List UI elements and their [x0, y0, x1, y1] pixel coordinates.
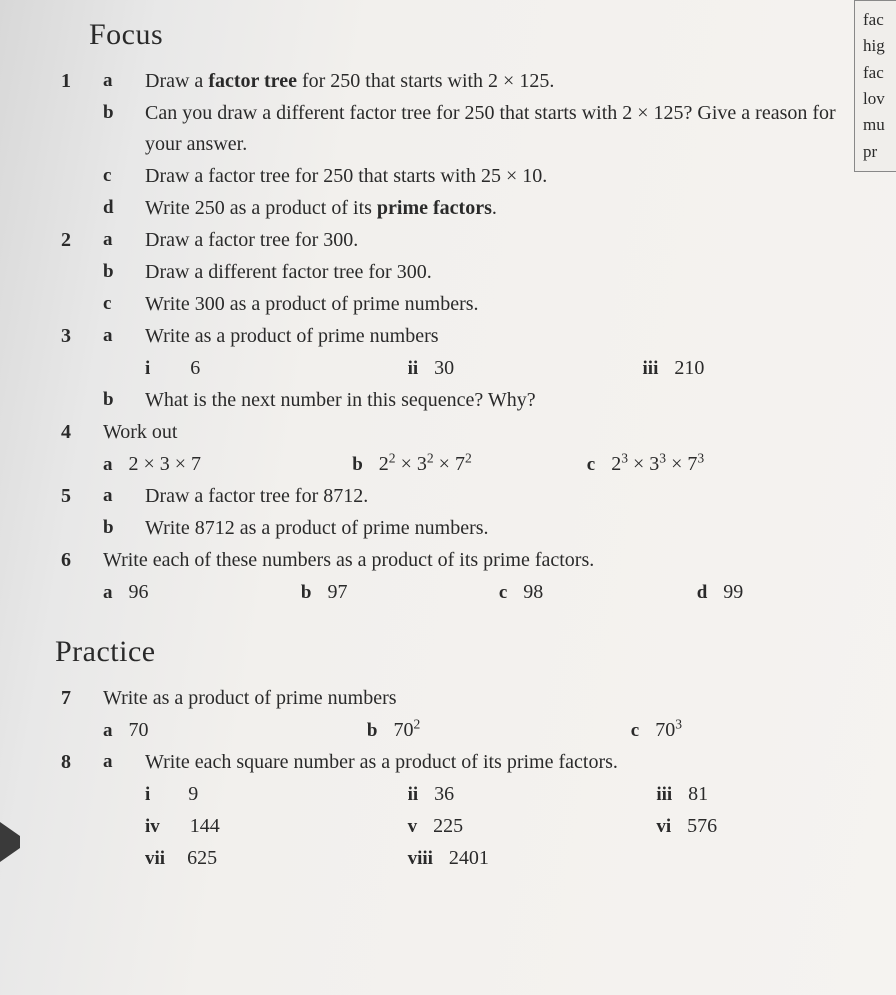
q-number: 1 — [55, 66, 103, 97]
q5-b: b Write 8712 as a product of prime numbe… — [55, 513, 896, 544]
q1-a: 1 a Draw a factor tree for 250 that star… — [55, 66, 896, 97]
side-text: pr — [863, 139, 892, 165]
side-text: mu — [863, 112, 892, 138]
part-letter: a — [103, 321, 145, 350]
part-letter: d — [103, 193, 145, 222]
q8-row1: i9 ii36 iii81 — [55, 779, 896, 810]
q8-row3: vii625 viii2401 — [55, 843, 896, 874]
q-number: 5 — [55, 481, 103, 512]
q1-c: c Draw a factor tree for 250 that starts… — [55, 161, 896, 192]
q-text: Draw a factor tree for 250 that starts w… — [145, 66, 896, 97]
q2-c: c Write 300 as a product of prime number… — [55, 289, 896, 320]
q-text: Write as a product of prime numbers — [103, 683, 896, 714]
side-text: fac — [863, 7, 892, 33]
focus-heading: Focus — [89, 18, 896, 52]
side-tab: fac hig fac lov mu pr — [854, 0, 896, 172]
side-text: fac — [863, 60, 892, 86]
q-text: Write as a product of prime numbers — [145, 321, 896, 352]
q1-d: d Write 250 as a product of its prime fa… — [55, 193, 896, 224]
part-letter: a — [103, 66, 145, 95]
side-text: hig — [863, 33, 892, 59]
q4-opts: a2 × 3 × 7 b 22 × 32 × 72 c 23 × 33 × 73 — [55, 449, 896, 480]
q-text: Work out — [103, 417, 896, 448]
q3-a-opts: i6 ii30 iii210 — [55, 353, 896, 384]
part-letter: a — [103, 747, 145, 776]
q-number: 6 — [55, 545, 103, 576]
q-number: 3 — [55, 321, 103, 352]
q2-b: b Draw a different factor tree for 300. — [55, 257, 896, 288]
part-letter: b — [103, 385, 145, 414]
side-text: lov — [863, 86, 892, 112]
q-text: Write 300 as a product of prime numbers. — [145, 289, 896, 320]
q6-opts: a96 b97 c98 d99 — [55, 577, 896, 608]
q5-a: 5 a Draw a factor tree for 8712. — [55, 481, 896, 512]
q-text: Draw a factor tree for 8712. — [145, 481, 896, 512]
part-letter: c — [103, 161, 145, 190]
q4: 4 Work out — [55, 417, 896, 448]
q-text: Write each square number as a product of… — [145, 747, 896, 778]
q8-a: 8 a Write each square number as a produc… — [55, 747, 896, 778]
q-number: 4 — [55, 417, 103, 448]
q7-opts: a70 b702 c703 — [55, 715, 896, 746]
q-text: Draw a factor tree for 300. — [145, 225, 896, 256]
practice-heading: Practice — [55, 635, 896, 669]
part-letter: c — [103, 289, 145, 318]
q6: 6 Write each of these numbers as a produ… — [55, 545, 896, 576]
q7: 7 Write as a product of prime numbers — [55, 683, 896, 714]
q-text: Write 8712 as a product of prime numbers… — [145, 513, 896, 544]
q-text: Write each of these numbers as a product… — [103, 545, 896, 576]
part-letter: b — [103, 513, 145, 542]
q8-row2: iv144 v225 vi576 — [55, 811, 896, 842]
part-letter: a — [103, 481, 145, 510]
q-number: 2 — [55, 225, 103, 256]
q-number: 7 — [55, 683, 103, 714]
part-letter: b — [103, 257, 145, 286]
q-text: What is the next number in this sequence… — [145, 385, 896, 416]
part-letter: b — [103, 98, 145, 127]
page-marker — [0, 822, 20, 862]
q2-a: 2 a Draw a factor tree for 300. — [55, 225, 896, 256]
q3-a: 3 a Write as a product of prime numbers — [55, 321, 896, 352]
q3-b: b What is the next number in this sequen… — [55, 385, 896, 416]
q1-b: b Can you draw a different factor tree f… — [55, 98, 896, 160]
part-letter: a — [103, 225, 145, 254]
q-text: Draw a different factor tree for 300. — [145, 257, 896, 288]
q-number: 8 — [55, 747, 103, 778]
q-text: Can you draw a different factor tree for… — [145, 98, 896, 160]
q-text: Write 250 as a product of its prime fact… — [145, 193, 896, 224]
q-text: Draw a factor tree for 250 that starts w… — [145, 161, 896, 192]
